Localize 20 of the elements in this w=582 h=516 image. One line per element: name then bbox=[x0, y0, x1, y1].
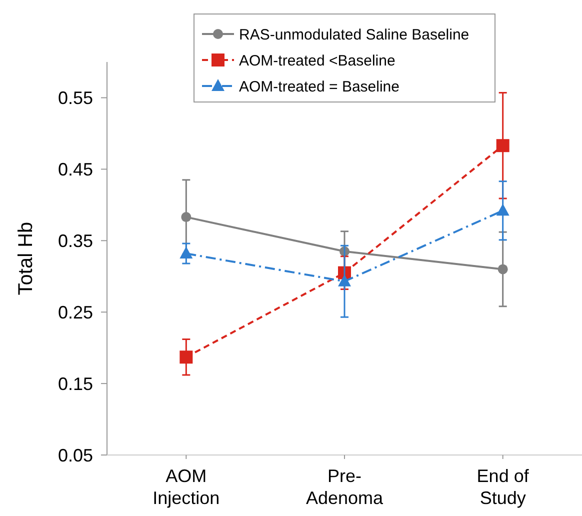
point bbox=[496, 139, 510, 152]
y-tick-label: 0.45 bbox=[58, 159, 93, 180]
y-tick-label: 0.05 bbox=[58, 445, 93, 466]
point bbox=[338, 274, 351, 286]
x-tick-label: AOM Injection bbox=[152, 466, 220, 508]
point bbox=[181, 212, 192, 222]
legend-label: AOM-treated = Baseline bbox=[239, 78, 400, 96]
x-tick-label: Pre- Adenoma bbox=[306, 466, 384, 508]
point bbox=[180, 350, 193, 364]
y-axis-title: Total Hb bbox=[15, 222, 37, 296]
legend-label: RAS-unmodulated Saline Baseline bbox=[239, 26, 470, 44]
y-tick-label: 0.35 bbox=[58, 230, 93, 251]
legend-label: AOM-treated <Baseline bbox=[239, 52, 396, 70]
y-tick-label: 0.55 bbox=[58, 88, 93, 108]
point bbox=[180, 246, 193, 258]
y-tick-label: 0.15 bbox=[58, 374, 93, 394]
point bbox=[498, 264, 508, 274]
y-tick-label: 0.25 bbox=[58, 302, 93, 322]
point bbox=[496, 204, 510, 216]
x-tick-label: End of Study bbox=[476, 466, 530, 508]
